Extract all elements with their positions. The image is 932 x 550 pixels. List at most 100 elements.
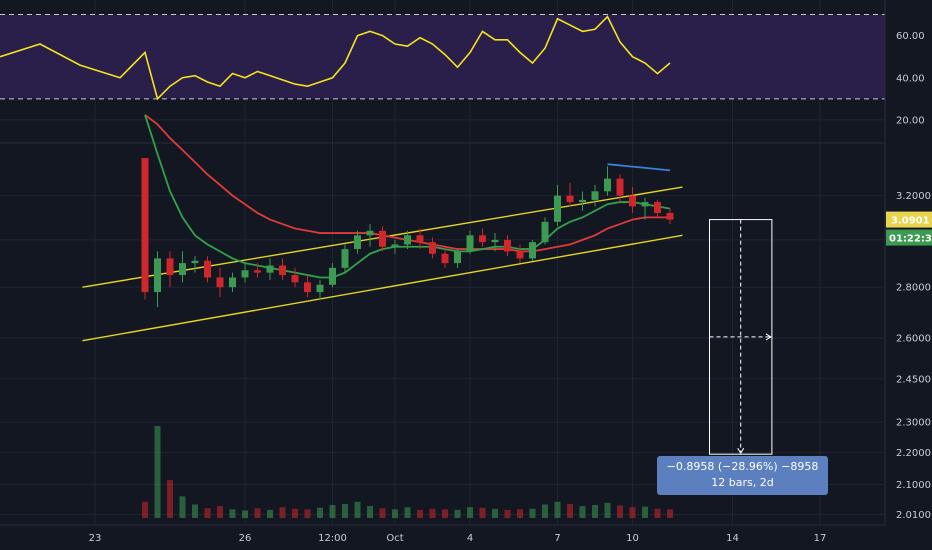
volume-bar: [604, 502, 611, 518]
channel-line: [82, 234, 683, 342]
volume-bar: [217, 506, 223, 518]
candle-body: [629, 195, 636, 207]
candle-body: [616, 178, 624, 196]
candle-body: [241, 270, 249, 278]
x-tick-label: Oct: [386, 533, 403, 544]
candle-body: [491, 239, 499, 243]
price-pane[interactable]: [82, 114, 683, 342]
measure-bars-text: 12 bars, 2d: [711, 476, 774, 489]
volume-bar: [592, 505, 598, 518]
volume-bar: [179, 496, 186, 518]
volume-bar: [454, 509, 461, 518]
candle-body: [341, 249, 349, 268]
volume-bar: [342, 503, 348, 518]
measure-tool[interactable]: [709, 219, 773, 455]
volume-bar: [579, 506, 586, 518]
volume-bar: [367, 506, 373, 518]
candle-body: [579, 199, 586, 203]
candle-body: [279, 265, 286, 276]
volume-bar: [442, 509, 448, 518]
price-tick-label: 2.0100: [896, 510, 931, 521]
candle-body: [666, 212, 674, 220]
x-tick-label: 14: [726, 533, 739, 544]
volume-bar: [242, 510, 248, 518]
candle-body: [429, 242, 436, 254]
volume-bar: [542, 504, 548, 518]
volume-bar: [654, 508, 661, 518]
last-price-text: 3.0901: [891, 216, 930, 227]
candle-body: [316, 284, 324, 293]
x-tick-label: 7: [554, 533, 560, 544]
candle-body: [154, 258, 161, 293]
measure-label: −0.8958 (−28.96%) −8958 12 bars, 2d: [657, 456, 828, 495]
volume-bar: [267, 509, 273, 518]
volume-bar: [154, 426, 161, 518]
x-tick-label: 26: [239, 533, 252, 544]
candle-body: [391, 244, 399, 247]
rsi-line: [0, 15, 671, 101]
candle-body: [466, 235, 474, 252]
volume-bar: [204, 508, 211, 518]
rsi-band: [0, 14, 885, 99]
volume-bar: [517, 509, 523, 518]
volume-bar: [492, 508, 498, 518]
volume-bar: [229, 509, 236, 518]
volume-bar: [404, 507, 411, 518]
volume-bar: [629, 507, 636, 518]
price-tick-label: 3.2000: [896, 191, 931, 202]
rsi-tick-label: 40.00: [896, 73, 925, 84]
candle-body: [329, 267, 336, 285]
candle-body: [304, 282, 311, 293]
volume-bar: [567, 503, 573, 518]
ma-blue-line: [607, 163, 671, 172]
candle-body: [254, 270, 261, 273]
volume-bar: [254, 508, 261, 518]
candle-body: [216, 277, 224, 288]
volume-bar: [292, 508, 298, 518]
rsi-pane[interactable]: [0, 14, 885, 144]
volume-bar: [467, 507, 473, 518]
price-tick-label: 2.8000: [896, 283, 931, 294]
volume-bar: [329, 505, 336, 518]
candle-body: [179, 263, 186, 276]
volume-bar: [167, 480, 173, 518]
candle-body: [516, 251, 524, 259]
volume-bar: [417, 509, 423, 518]
countdown-text: 01:22:39: [889, 234, 932, 245]
candle-body: [654, 202, 661, 213]
candle-body: [641, 202, 649, 207]
candle-body: [229, 277, 236, 288]
volume-bar: [142, 501, 148, 518]
price-tick-label: 2.4500: [896, 374, 931, 385]
candle-body: [379, 230, 386, 247]
candle-body: [366, 230, 374, 236]
volume-bars: [142, 426, 673, 518]
candle-body: [554, 195, 561, 222]
last-price-tag: [886, 211, 932, 228]
candle-body: [204, 260, 211, 278]
candle-body: [529, 242, 536, 259]
candle-body: [454, 251, 461, 264]
candle-body: [141, 158, 149, 293]
volume-bar: [504, 509, 511, 518]
candle-body: [166, 258, 174, 276]
price-tick-label: 2.3000: [896, 418, 931, 429]
volume-bar: [354, 501, 361, 518]
volume-bar: [279, 507, 286, 518]
volume-bar: [392, 509, 398, 518]
candle-body: [479, 235, 486, 243]
volume-bar: [479, 507, 486, 518]
candle-body: [566, 195, 574, 203]
volume-bar: [529, 508, 536, 518]
candle-body: [504, 239, 511, 252]
candle-body: [291, 275, 299, 283]
measure-change-text: −0.8958 (−28.96%) −8958: [666, 460, 819, 473]
volume-bar: [379, 508, 386, 518]
x-tick-label: 17: [814, 533, 827, 544]
price-tick-label: 2.1000: [896, 480, 931, 491]
rsi-tick-label: 60.00: [896, 31, 925, 42]
candle-body: [441, 253, 449, 264]
candle-body: [191, 260, 199, 264]
candle-body: [604, 178, 611, 192]
